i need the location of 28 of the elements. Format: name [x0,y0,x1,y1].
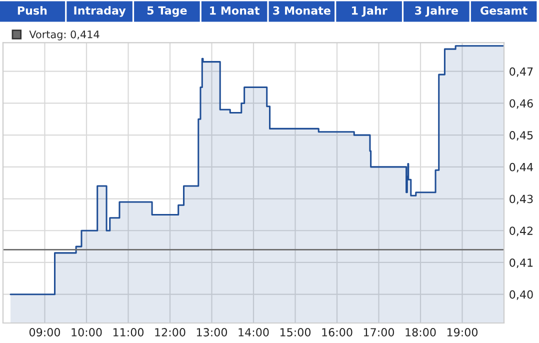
text: 1 Monat [210,6,260,15]
y-tick-label: 0,47 [510,67,533,77]
text: 3 Jahre [415,6,458,17]
text: Intraday [74,6,126,17]
x-tick-label: 19:00 [447,328,478,336]
y-tick-label: 0,42 [510,226,532,236]
x-tick-label: 09:00 [29,328,60,336]
x-tick-label: 13:00 [196,328,228,336]
y-tick-label: 0,43 [510,194,533,204]
x-tick-label: 17:00 [364,328,394,336]
x-tick-label: 14:00 [238,328,269,336]
text: Push [18,6,47,15]
legend-label: Vortag: 0,414 [29,30,100,40]
y-tick-label: 0,45 [510,131,533,141]
y-tick-label: 0,40 [510,290,533,300]
text: 3 Monate [273,6,330,15]
y-tick-label: 0,46 [510,99,533,109]
y-tick-label: 0,41 [510,258,533,268]
text: 1 Jahr [352,6,388,17]
x-tick-label: 11:00 [113,328,144,336]
x-tick-label: 15:00 [280,328,311,336]
x-tick-label: 10:00 [72,328,102,336]
x-tick-label: 16:00 [322,328,352,336]
text: 5 Tage [147,6,187,17]
y-tick-label: 0,44 [510,162,533,172]
text: Gesamt [480,6,528,15]
x-tick-label: 18:00 [406,328,436,336]
x-tick-label: 12:00 [155,328,186,336]
